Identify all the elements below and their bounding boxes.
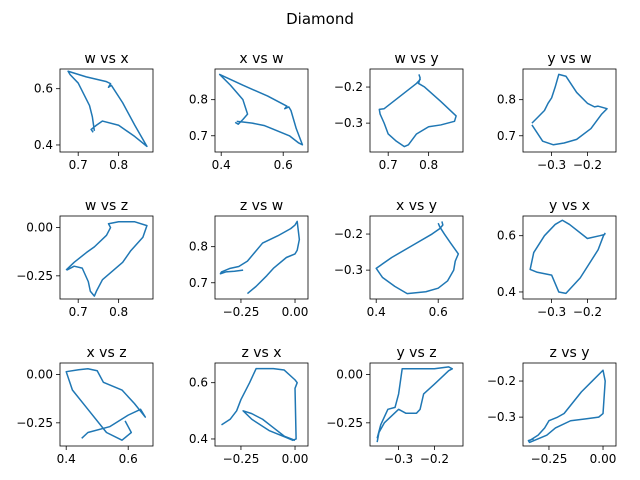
subplot-title: y vs z <box>396 345 436 361</box>
subplot-10: z vs x −0.25 0.00 0.4 0.6 <box>189 345 309 466</box>
x-tick-label: 0.6 <box>119 452 138 466</box>
subplot-title: w vs y <box>394 51 438 67</box>
axes-frame <box>522 362 617 447</box>
y-tick-label: 0.7 <box>189 129 208 143</box>
series-line <box>218 73 304 146</box>
x-tick-label: −0.2 <box>573 158 602 172</box>
axes-frame <box>522 68 617 153</box>
subplot-title: w vs z <box>85 198 128 214</box>
series-line <box>219 220 301 295</box>
subplot-title: z vs x <box>241 345 281 361</box>
y-tick-label: 0.6 <box>497 229 516 243</box>
x-tick-label: −0.25 <box>223 452 260 466</box>
subplot-12: z vs y −0.25 0.00 −0.3 −0.2 <box>487 345 617 466</box>
axes-frame <box>214 215 309 300</box>
x-tick-label: 0.8 <box>109 158 128 172</box>
axes-frame <box>214 68 309 153</box>
subplot-5: w vs z 0.7 0.8 −0.25 0.00 <box>16 198 154 319</box>
x-tick-label: 0.00 <box>282 305 309 319</box>
axes-frame <box>369 362 464 447</box>
series-line <box>65 368 146 441</box>
x-tick-label: 0.4 <box>57 452 76 466</box>
x-tick-label: 0.8 <box>109 305 128 319</box>
y-tick-label: 0.7 <box>189 276 208 290</box>
y-tick-label: 0.4 <box>34 138 53 152</box>
x-tick-label: 0.00 <box>282 452 309 466</box>
subplot-3: w vs y 0.7 0.8 −0.3 −0.2 <box>334 51 464 172</box>
y-tick-label: 0.4 <box>189 432 208 446</box>
subplot-4: y vs w −0.3 −0.2 0.7 0.8 <box>497 51 617 172</box>
y-tick-label: −0.25 <box>326 416 363 430</box>
y-tick-label: 0.6 <box>189 376 208 390</box>
subplot-8: y vs x −0.3 −0.2 0.4 0.6 <box>497 198 617 319</box>
subplot-9: x vs z 0.4 0.6 −0.25 0.00 <box>16 345 154 466</box>
subplot-title: x vs y <box>396 198 437 214</box>
y-tick-label: −0.3 <box>334 116 363 130</box>
x-tick-label: 0.6 <box>274 158 293 172</box>
axes-frame <box>369 215 464 300</box>
x-tick-label: −0.3 <box>384 452 413 466</box>
series-line <box>221 367 298 442</box>
series-line <box>527 369 606 444</box>
series-line <box>378 74 457 148</box>
x-tick-label: 0.7 <box>69 158 88 172</box>
subplot-title: y vs w <box>547 51 591 67</box>
x-tick-label: −0.25 <box>531 452 568 466</box>
subplot-title: y vs x <box>549 198 590 214</box>
y-tick-label: 0.8 <box>189 240 208 254</box>
x-tick-label: −0.3 <box>537 158 566 172</box>
subplot-2: x vs w 0.4 0.6 0.7 0.8 <box>189 51 309 172</box>
x-tick-label: 0.00 <box>590 452 617 466</box>
figure-suptitle: Diamond <box>286 10 354 28</box>
series-line <box>531 73 608 146</box>
x-tick-label: −0.2 <box>420 452 449 466</box>
subplot-6: z vs w −0.25 0.00 0.7 0.8 <box>189 198 309 319</box>
axes-frame <box>59 362 154 447</box>
series-line <box>376 366 454 443</box>
axes-frame <box>59 215 154 300</box>
x-tick-label: 0.4 <box>212 158 231 172</box>
series-line <box>529 219 606 295</box>
axes-frame <box>59 68 154 153</box>
y-tick-label: −0.25 <box>16 269 53 283</box>
series-line <box>67 70 148 148</box>
y-tick-label: 0.7 <box>497 129 516 143</box>
axes-frame <box>214 362 309 447</box>
subplot-title: z vs y <box>549 345 589 361</box>
subplot-grid: w vs x0.7 0.80.40.6x vs w0.4 0.60.70.8w vs… <box>16 51 617 466</box>
x-tick-label: 0.4 <box>367 305 386 319</box>
subplot-1: w vs x 0.7 0.8 0.4 0.6 <box>34 51 154 172</box>
y-tick-label: 0.6 <box>34 82 53 96</box>
axes-frame <box>369 68 464 153</box>
y-tick-label: 0.00 <box>26 368 53 382</box>
subplot-title: w vs x <box>84 51 128 67</box>
y-tick-label: −0.2 <box>334 227 363 241</box>
y-tick-label: −0.3 <box>334 263 363 277</box>
y-tick-label: −0.2 <box>487 374 516 388</box>
series-line <box>375 221 460 295</box>
y-tick-label: −0.3 <box>487 410 516 424</box>
y-tick-label: 0.8 <box>189 93 208 107</box>
x-tick-label: −0.3 <box>537 305 566 319</box>
y-tick-label: −0.25 <box>16 416 53 430</box>
subplot-7: x vs y 0.4 0.6 −0.3 −0.2 <box>334 198 464 319</box>
y-tick-label: 0.4 <box>497 285 516 299</box>
subplot-11: y vs z −0.3 −0.2 −0.25 0.00 <box>326 345 464 466</box>
subplot-title: x vs z <box>86 345 126 361</box>
series-line <box>65 221 148 297</box>
subplot-title: z vs w <box>240 198 283 214</box>
x-tick-label: 0.8 <box>419 158 438 172</box>
y-tick-label: 0.8 <box>497 93 516 107</box>
y-tick-label: −0.2 <box>334 80 363 94</box>
x-tick-label: −0.25 <box>223 305 260 319</box>
x-tick-label: 0.6 <box>429 305 448 319</box>
x-tick-label: −0.2 <box>573 305 602 319</box>
subplot-title: x vs w <box>239 51 283 67</box>
y-tick-label: 0.00 <box>26 221 53 235</box>
x-tick-label: 0.7 <box>69 305 88 319</box>
axes-frame <box>522 215 617 300</box>
x-tick-label: 0.7 <box>379 158 398 172</box>
y-tick-label: 0.00 <box>336 368 363 382</box>
